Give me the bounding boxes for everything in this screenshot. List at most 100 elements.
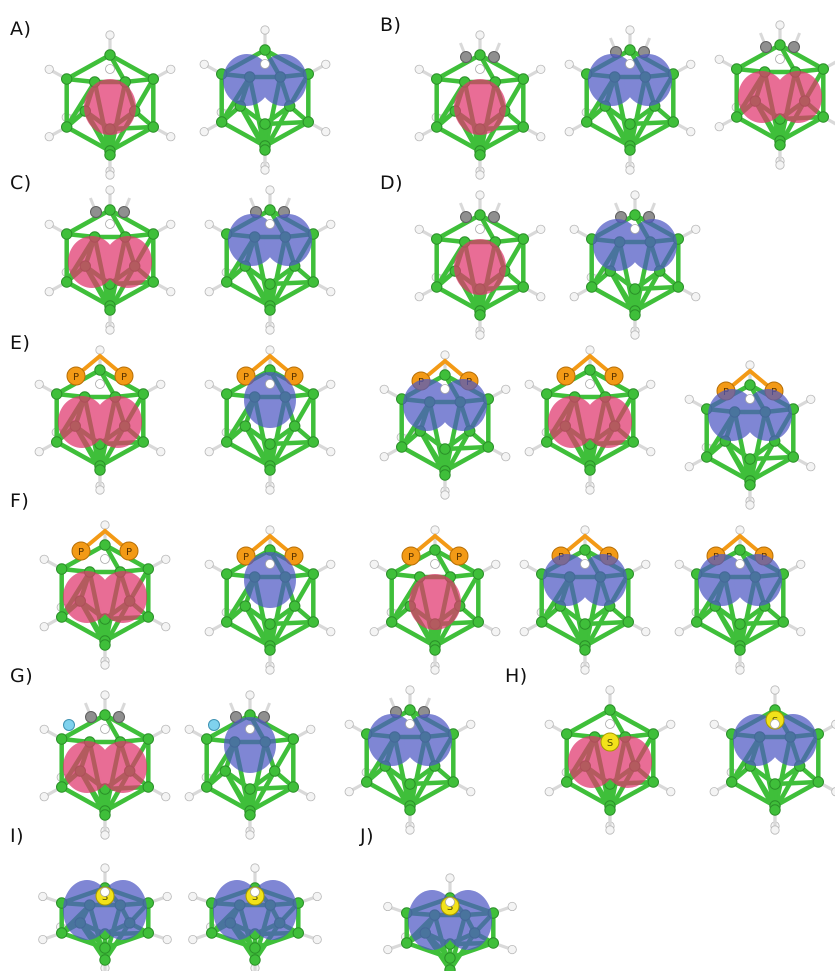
orbital-lobe-blue: [244, 552, 296, 608]
orbital-lobe-red: [409, 574, 461, 630]
bb-bond: [772, 779, 821, 787]
boron-atom: [744, 479, 756, 491]
hydrogen-atom: [184, 792, 194, 802]
pp-bond: [244, 533, 296, 558]
molecule-structure: [569, 190, 701, 340]
bb-bond: [777, 42, 826, 72]
cluster-cage: [564, 25, 696, 175]
boron-atom: [560, 776, 573, 788]
boron-atom: [264, 304, 276, 316]
panel-label: C): [10, 172, 32, 194]
bb-bond: [64, 124, 113, 154]
boron-atom: [104, 204, 116, 216]
boron-atom: [535, 616, 548, 628]
boron-atom: [472, 616, 485, 628]
bb-bond: [442, 444, 491, 474]
apex-hydrogen: [440, 384, 450, 394]
bb-bond: [747, 454, 796, 462]
boron-atom: [147, 121, 160, 133]
boron-atom: [60, 276, 73, 288]
hydrogen-atom: [564, 127, 574, 137]
hydrogen-atom: [714, 122, 724, 132]
molecule-structure: PP: [379, 350, 511, 500]
hydrogen-atom: [184, 724, 194, 734]
cluster-cage: PP: [684, 360, 816, 510]
boron-atom: [205, 927, 218, 939]
pp-bond: [419, 358, 471, 383]
bb-bond: [584, 119, 633, 149]
phosphorus-atom: [236, 546, 256, 566]
pp-bond: [409, 533, 461, 558]
lobe-left: [593, 219, 641, 271]
lobe: [454, 79, 506, 135]
hydrogen-atom: [162, 934, 172, 945]
hydrogen-atom: [544, 787, 554, 797]
lobe-left: [708, 389, 756, 441]
carbon-atom: [85, 711, 97, 723]
bb-bond: [59, 784, 108, 814]
boron-atom: [244, 809, 256, 821]
boron-atom: [769, 804, 781, 816]
apex-hydrogen: [265, 219, 275, 229]
hydrogen-atom: [265, 325, 275, 335]
panel-label: H): [505, 665, 528, 687]
phosphorus-atom: [284, 546, 304, 566]
boron-atom: [777, 616, 790, 628]
bb-bond: [704, 454, 753, 484]
boron-atom: [220, 568, 233, 580]
bb-bond: [607, 779, 656, 809]
hydrogen-atom: [204, 379, 214, 389]
molecule-structure: S: [544, 685, 676, 835]
boron-atom: [137, 388, 150, 400]
hydrogen-atom: [405, 685, 415, 695]
lobe-right: [624, 54, 672, 106]
hydrogen-atom: [383, 944, 393, 955]
bb-bond: [267, 279, 316, 287]
orbital-lobe-blue: [223, 54, 307, 106]
hydrogen-atom: [775, 20, 785, 30]
lobe-right: [264, 214, 312, 266]
hydrogen-atom: [260, 25, 270, 35]
hydrogen-atom: [44, 219, 54, 229]
hydrogen-atom: [686, 59, 696, 69]
hydrogen-atom: [735, 525, 745, 535]
carbon-atom: [118, 206, 130, 218]
boron-atom: [264, 204, 276, 216]
boron-atom: [99, 942, 111, 954]
phosphorus-label: P: [78, 547, 84, 558]
lobe-right: [734, 554, 782, 606]
bb-bond: [292, 391, 316, 429]
hydrogen-atom: [536, 132, 546, 142]
bb-bond: [107, 52, 156, 82]
bb-bond: [434, 284, 483, 314]
boron-atom: [672, 281, 685, 293]
hydrogen-atom: [156, 447, 166, 457]
hydrogen-atom: [524, 379, 534, 389]
apex-hydrogen: [260, 59, 270, 69]
carbon-atom: [488, 51, 500, 63]
boron-atom: [474, 49, 486, 61]
hydrogen-atom: [265, 665, 275, 675]
boron-atom: [147, 73, 160, 85]
hydrogen-atom: [569, 292, 579, 302]
nitrogen-atom: [63, 719, 75, 731]
orbital-lobe-blue: [224, 717, 276, 773]
apex-hydrogen: [265, 379, 275, 389]
phosphorus-label: P: [243, 372, 249, 383]
pp-bond: [559, 533, 611, 558]
boron-atom: [259, 44, 271, 56]
lobe-left: [58, 396, 106, 448]
phosphorus-atom: [604, 366, 624, 386]
hydrogen-atom: [100, 690, 110, 700]
boron-atom: [220, 436, 233, 448]
phosphorus-atom: [71, 541, 91, 561]
orbital-lobe-blue: [543, 554, 627, 606]
boron-atom: [429, 644, 441, 656]
boron-atom: [690, 616, 703, 628]
hydrogen-atom: [39, 724, 49, 734]
hydrogen-atom: [326, 627, 336, 637]
molecule-structure: [414, 190, 546, 340]
hydrogen-atom: [630, 190, 640, 200]
apex-hydrogen: [475, 64, 485, 74]
molecule-structure: [344, 685, 476, 835]
